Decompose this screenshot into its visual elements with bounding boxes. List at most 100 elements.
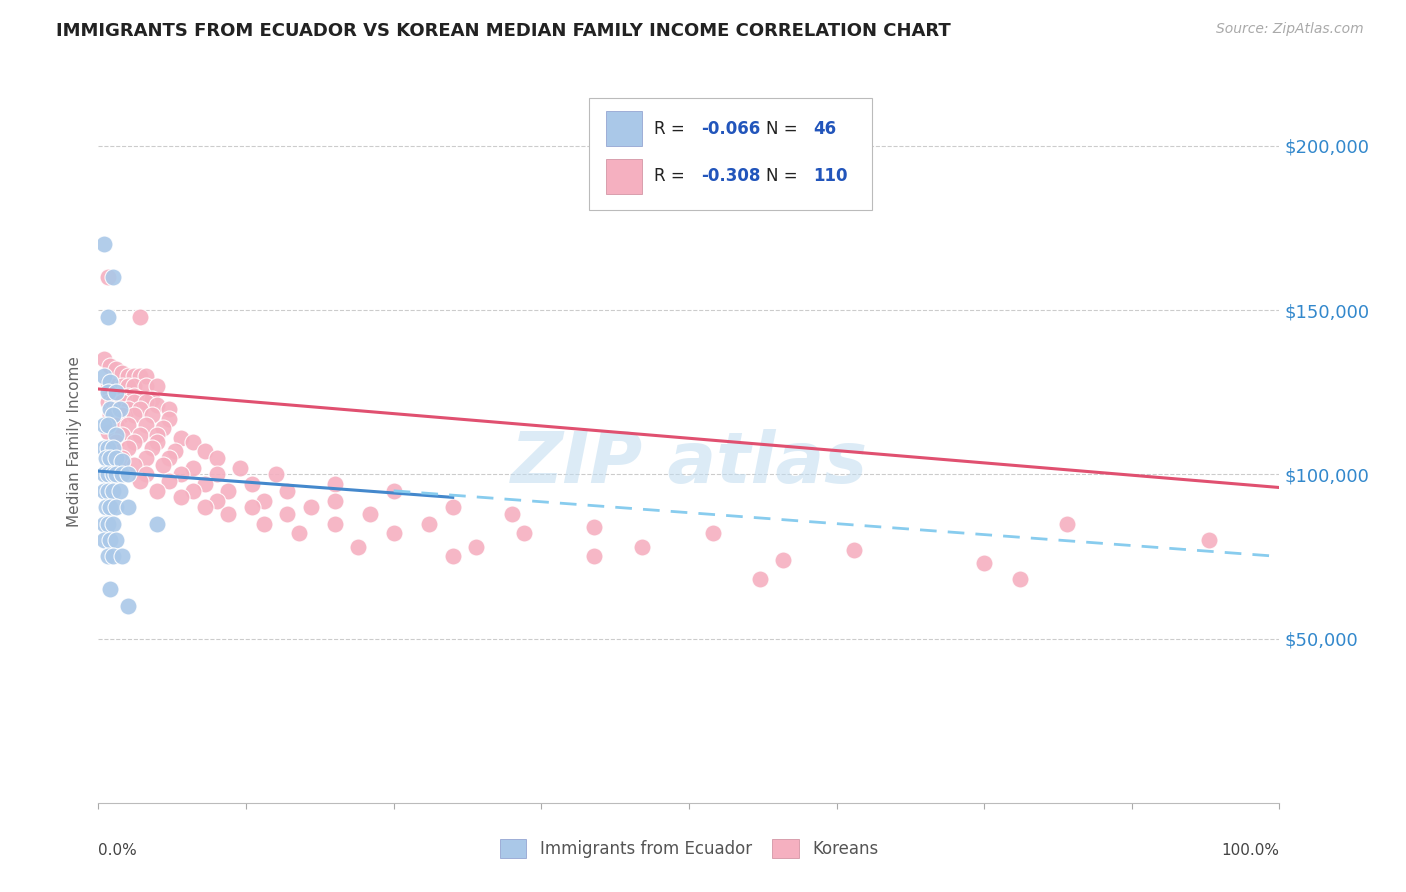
Point <box>122 368 145 383</box>
Point <box>97 441 120 455</box>
Point <box>93 516 115 531</box>
Point <box>98 401 121 416</box>
Point <box>152 421 174 435</box>
Point <box>105 385 128 400</box>
Point <box>122 409 145 423</box>
Point <box>101 395 124 409</box>
Legend: Immigrants from Ecuador, Koreans: Immigrants from Ecuador, Koreans <box>492 830 886 867</box>
Point <box>418 516 440 531</box>
Point <box>117 418 139 433</box>
Point <box>973 556 995 570</box>
Text: 100.0%: 100.0% <box>1222 843 1279 857</box>
Point <box>194 500 217 515</box>
Point <box>205 493 228 508</box>
Point <box>101 270 124 285</box>
Text: R =: R = <box>654 120 689 137</box>
Y-axis label: Median Family Income: Median Family Income <box>67 356 83 527</box>
FancyBboxPatch shape <box>606 112 641 146</box>
Point <box>1056 516 1078 531</box>
Point <box>217 507 239 521</box>
Point <box>97 385 120 400</box>
Point <box>146 434 169 449</box>
Point <box>141 409 163 423</box>
Point <box>630 540 652 554</box>
Point <box>583 520 606 534</box>
Text: R =: R = <box>654 168 689 186</box>
Text: IMMIGRANTS FROM ECUADOR VS KOREAN MEDIAN FAMILY INCOME CORRELATION CHART: IMMIGRANTS FROM ECUADOR VS KOREAN MEDIAN… <box>56 22 950 40</box>
Text: N =: N = <box>766 120 803 137</box>
Point <box>128 392 150 406</box>
Point <box>101 378 124 392</box>
Point <box>111 467 134 482</box>
Text: Source: ZipAtlas.com: Source: ZipAtlas.com <box>1216 22 1364 37</box>
Point <box>122 395 145 409</box>
Point <box>111 549 134 564</box>
Point <box>111 454 134 468</box>
Point <box>117 467 139 482</box>
Point <box>122 388 145 402</box>
Point <box>105 467 128 482</box>
Point <box>122 434 145 449</box>
Point <box>170 491 193 505</box>
Point <box>122 458 145 472</box>
Point <box>93 533 115 547</box>
Point <box>117 500 139 515</box>
Point <box>97 418 120 433</box>
Point <box>240 477 263 491</box>
Point <box>111 409 134 423</box>
Point <box>98 582 121 597</box>
Point <box>111 366 134 380</box>
FancyBboxPatch shape <box>589 98 872 211</box>
Point <box>111 378 134 392</box>
Point <box>229 460 252 475</box>
Point <box>93 237 115 252</box>
Point <box>240 500 263 515</box>
Point <box>93 483 115 498</box>
Point <box>111 428 134 442</box>
Point <box>93 467 115 482</box>
Point <box>157 474 180 488</box>
Point <box>135 395 157 409</box>
Text: -0.308: -0.308 <box>700 168 761 186</box>
Point <box>323 493 346 508</box>
Point <box>748 573 770 587</box>
Point <box>135 378 157 392</box>
Point <box>105 388 128 402</box>
Point <box>146 483 169 498</box>
Point <box>146 398 169 412</box>
Point <box>583 549 606 564</box>
Point <box>97 425 120 439</box>
Point <box>501 507 523 521</box>
Point <box>97 467 120 482</box>
Point <box>128 368 150 383</box>
Point <box>101 483 124 498</box>
Point <box>135 368 157 383</box>
Point <box>108 388 131 402</box>
Point <box>111 450 134 465</box>
Point <box>108 483 131 498</box>
Point <box>181 434 204 449</box>
Point <box>111 395 134 409</box>
Point <box>146 378 169 392</box>
Point <box>844 542 866 557</box>
Point <box>170 431 193 445</box>
Point <box>105 428 128 442</box>
Point <box>264 467 287 482</box>
Point <box>253 516 276 531</box>
Point <box>93 441 115 455</box>
Point <box>205 450 228 465</box>
Point <box>181 460 204 475</box>
Point <box>512 526 534 541</box>
Point <box>117 401 139 416</box>
Point <box>299 500 322 515</box>
Point <box>157 401 180 416</box>
Point <box>97 376 120 390</box>
Point <box>97 549 120 564</box>
Point <box>105 418 128 433</box>
Point <box>117 441 139 455</box>
Point <box>1008 573 1031 587</box>
Point <box>205 467 228 482</box>
Point <box>97 516 120 531</box>
Point <box>382 526 405 541</box>
Point <box>101 409 124 423</box>
